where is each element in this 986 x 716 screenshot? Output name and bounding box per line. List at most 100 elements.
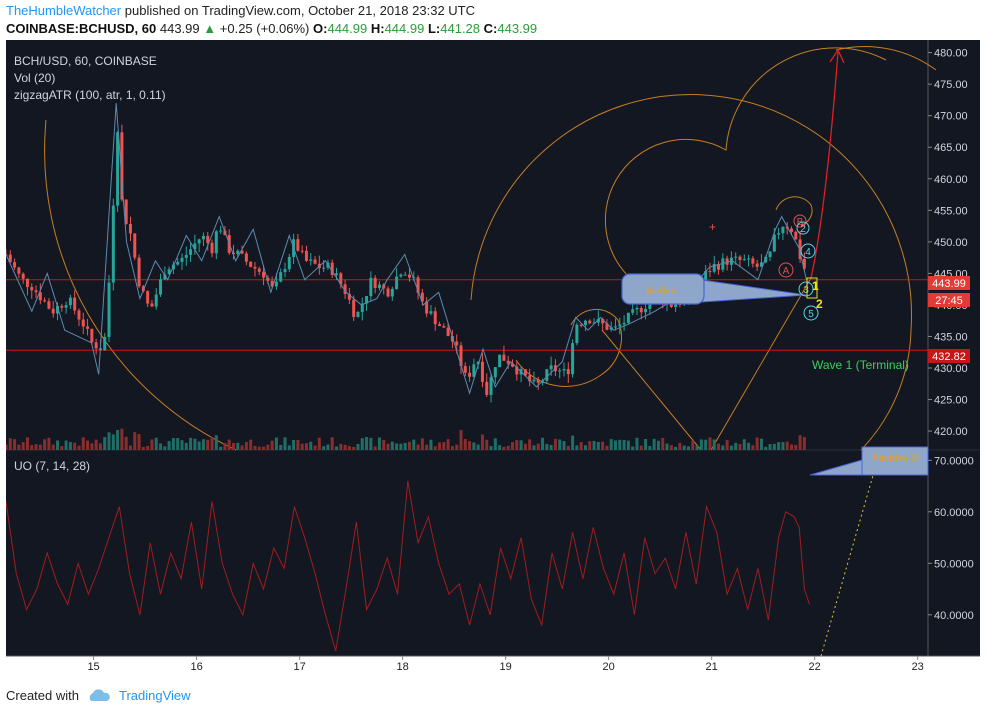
volume-bar xyxy=(189,437,193,450)
candle-body xyxy=(189,249,193,255)
candle-body xyxy=(244,253,248,262)
volume-bar xyxy=(360,438,364,450)
candle-body xyxy=(562,369,566,371)
fib-arc-5 xyxy=(515,308,622,387)
volume-bar xyxy=(558,439,562,450)
volume-bar xyxy=(442,442,446,450)
candle-body xyxy=(43,300,47,302)
time-axis-ticks[interactable]: 15 16 17 18 19 20 21 22 23 xyxy=(87,656,924,673)
candle-body xyxy=(485,381,489,395)
legend-main[interactable]: BCH/USD, 60, COINBASE xyxy=(14,54,157,68)
volume-bar xyxy=(579,442,583,450)
candle-body xyxy=(352,299,356,317)
volume-bar xyxy=(751,445,755,450)
chart-area[interactable]: Reflex Positive D Wave 1 (Terminal) B 2 … xyxy=(6,40,980,678)
candle-body xyxy=(399,274,403,277)
tradingview-link[interactable]: TradingView xyxy=(118,688,191,703)
candle-body xyxy=(34,290,38,293)
legend-zigzag[interactable]: zigzagATR (100, atr, 1, 0.11) xyxy=(14,88,166,102)
tradingview-cloud-icon xyxy=(89,688,110,701)
volume-bar xyxy=(146,445,150,450)
volume-bar xyxy=(120,428,124,450)
uo-tick-label: 40.0000 xyxy=(934,610,974,622)
volume-bar xyxy=(330,437,334,450)
candle-body xyxy=(777,233,781,235)
fib-line-2 xyxy=(710,277,812,451)
volume-bar xyxy=(523,443,527,450)
volume-bar xyxy=(772,443,776,450)
positive-divergence-callout[interactable]: Positive D xyxy=(809,446,929,476)
volume-bar xyxy=(386,443,390,450)
candle-body xyxy=(51,308,55,314)
legend-uo[interactable]: UO (7, 14, 28) xyxy=(14,459,90,473)
volume-bar xyxy=(43,439,47,450)
volume-bar xyxy=(124,436,128,450)
price-axis-ticks[interactable]: 420.00425.00430.00435.00440.00445.00450.… xyxy=(928,48,968,438)
candle-body xyxy=(472,364,476,377)
volume-bar xyxy=(686,446,690,450)
candle-body xyxy=(377,284,381,288)
candle-body xyxy=(644,308,648,313)
candle-body xyxy=(262,271,266,278)
candle-body xyxy=(236,250,240,255)
volume-bar xyxy=(781,442,785,450)
volume-bar xyxy=(399,443,403,450)
reflex-text: Reflex xyxy=(646,285,676,297)
candle-body xyxy=(416,277,420,293)
positive-box xyxy=(861,446,929,476)
volume-bar xyxy=(369,437,373,450)
high-value: 444.99 xyxy=(384,21,425,36)
fib-arc-4 xyxy=(835,46,937,71)
candle-body xyxy=(609,327,613,330)
volume-bar xyxy=(339,443,343,450)
candle-body xyxy=(77,310,81,320)
candle-body xyxy=(498,354,502,368)
author-link[interactable]: TheHumbleWatcher xyxy=(6,3,122,18)
fibonacci-spiral[interactable] xyxy=(44,46,937,451)
candle-body xyxy=(219,230,223,232)
volume-bar xyxy=(536,443,540,450)
volume-bar xyxy=(373,446,377,450)
volume-bar xyxy=(128,445,132,450)
time-tick-label: 16 xyxy=(190,661,202,673)
volume-bar xyxy=(210,437,214,450)
reflex-callout[interactable]: Reflex xyxy=(621,273,807,305)
volume-bar xyxy=(665,443,669,450)
candle-body xyxy=(210,242,214,254)
price-change: +0.25 (+0.06%) xyxy=(219,21,310,36)
volume-bar xyxy=(287,445,291,450)
header-line-1: TheHumbleWatcher published on TradingVie… xyxy=(6,2,980,20)
price-tick-label: 470.00 xyxy=(934,111,968,123)
elliott-wave-labels[interactable]: B 2 4 A 3 5 1 2 + xyxy=(709,214,823,321)
price-tags: 443.99 27:45 432.82 xyxy=(928,276,970,363)
candle-body xyxy=(596,318,600,323)
candle-body xyxy=(575,324,579,344)
projection-arrow[interactable] xyxy=(810,48,845,279)
legend-vol[interactable]: Vol (20) xyxy=(14,71,55,85)
label-a-circle xyxy=(778,262,794,278)
arrow-head-icon xyxy=(829,48,845,64)
volume-bar xyxy=(738,444,742,450)
volume-bar xyxy=(240,445,244,450)
candle-body xyxy=(618,324,622,327)
arrow-shaft xyxy=(810,51,839,279)
volume-bar xyxy=(300,443,304,450)
volume-bar xyxy=(176,438,180,450)
candle-body xyxy=(742,259,746,261)
volume-bar xyxy=(553,438,557,450)
candle-body xyxy=(81,319,85,327)
volume-bar xyxy=(279,444,283,450)
candle-body xyxy=(455,341,459,346)
crosshair-mark-icon: + xyxy=(709,220,716,234)
volume-bar xyxy=(695,445,699,450)
low-value: 441.28 xyxy=(440,21,481,36)
candle-body xyxy=(197,239,201,244)
candle-body xyxy=(425,301,429,314)
candle-body xyxy=(343,284,347,294)
candle-body xyxy=(781,226,785,234)
volume-bar xyxy=(609,439,613,450)
uo-axis-ticks[interactable]: 40.0000 50.0000 60.0000 70.0000 xyxy=(928,455,974,622)
volume-bar xyxy=(631,446,635,450)
candle-body xyxy=(300,250,304,252)
volume-bar xyxy=(438,442,442,450)
